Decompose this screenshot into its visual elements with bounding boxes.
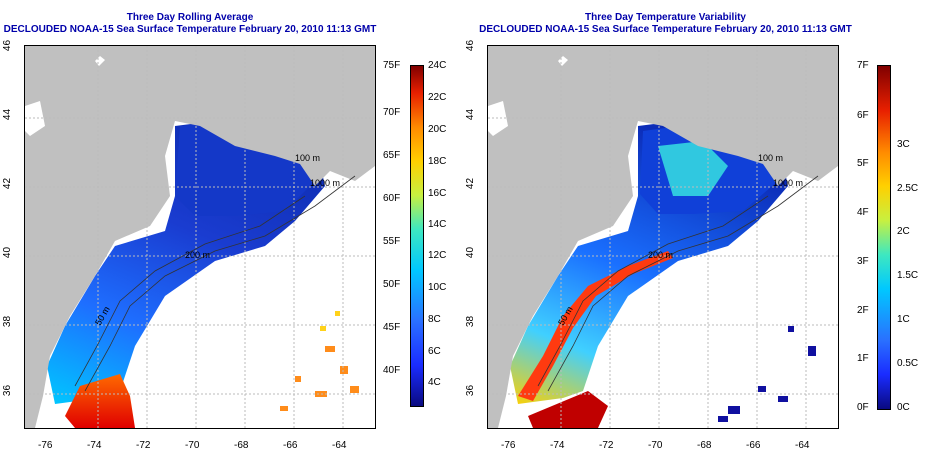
lon-tick: -66 [746, 440, 761, 451]
cb-c-label: 2.5C [897, 183, 919, 194]
contour-label-1000m: 1000 m [773, 178, 803, 188]
cb-f-label: 0F [857, 402, 869, 413]
lon-tick: -68 [697, 440, 712, 451]
right-colorbar [877, 65, 891, 410]
lat-tick: 44 [465, 108, 477, 121]
gulf-stream-warm [65, 374, 135, 428]
lon-tick: -74 [87, 440, 102, 451]
lon-tick: -64 [795, 440, 810, 451]
cb-f-label: 55F [383, 236, 401, 247]
lon-tick: -72 [599, 440, 614, 451]
lat-tick: 44 [2, 108, 14, 121]
right-map-title-line2: DECLOUDED NOAA-15 Sea Surface Temperatur… [479, 24, 852, 35]
right-variability-map: 100 m 1000 m 200 m 50 m [487, 45, 839, 429]
cb-f-label: 65F [383, 150, 401, 161]
cb-c-label: 8C [428, 314, 441, 325]
left-sst-map: 100 m 1000 m 200 m 50 m [24, 45, 376, 429]
cb-c-label: 1.5C [897, 270, 919, 281]
cb-c-label: 14C [428, 219, 447, 230]
lon-tick: -66 [283, 440, 298, 451]
lon-tick: -70 [185, 440, 200, 451]
lat-tick: 46 [2, 39, 14, 52]
lon-tick: -76 [501, 440, 516, 451]
lat-tick: 46 [465, 39, 477, 52]
cb-c-label: 6C [428, 346, 441, 357]
cb-c-label: 22C [428, 92, 447, 103]
contour-label-200m: 200 m [648, 250, 673, 260]
cb-c-label: 0C [897, 402, 910, 413]
lat-tick: 38 [2, 315, 14, 328]
contour-label-1000m: 1000 m [310, 178, 340, 188]
left-map-title-line2: DECLOUDED NOAA-15 Sea Surface Temperatur… [3, 24, 377, 35]
cb-c-label: 2C [897, 226, 910, 237]
cb-c-label: 0.5C [897, 358, 919, 369]
cb-c-label: 10C [428, 282, 447, 293]
cb-f-label: 4F [857, 207, 869, 218]
lon-tick: -64 [332, 440, 347, 451]
cb-c-label: 12C [428, 250, 447, 261]
cb-f-label: 7F [857, 60, 869, 71]
contour-label-100m: 100 m [295, 153, 320, 163]
cb-f-label: 60F [383, 193, 401, 204]
cb-c-label: 3C [897, 139, 910, 150]
lat-tick: 42 [465, 177, 477, 190]
cb-f-label: 2F [857, 305, 869, 316]
cb-c-label: 4C [428, 377, 441, 388]
lat-tick: 36 [2, 384, 14, 397]
right-map-title-line1: Three Day Temperature Variability [585, 12, 746, 23]
lon-tick: -74 [550, 440, 565, 451]
lon-tick: -72 [136, 440, 151, 451]
left-colorbar [410, 65, 424, 407]
lon-tick: -68 [234, 440, 249, 451]
cb-f-label: 5F [857, 158, 869, 169]
contour-label-100m: 100 m [758, 153, 783, 163]
cb-f-label: 3F [857, 256, 869, 267]
land-mass [25, 46, 375, 428]
lat-tick: 40 [465, 246, 477, 259]
cb-c-label: 16C [428, 188, 447, 199]
left-map-title-line1: Three Day Rolling Average [126, 12, 254, 23]
cb-f-label: 40F [383, 365, 401, 376]
cb-c-label: 20C [428, 124, 447, 135]
cb-c-label: 24C [428, 60, 447, 71]
lat-tick: 36 [465, 384, 477, 397]
cb-c-label: 18C [428, 156, 447, 167]
cb-c-label: 1C [897, 314, 910, 325]
land-mass [488, 46, 838, 428]
lat-tick: 38 [465, 315, 477, 328]
contour-label-200m: 200 m [185, 250, 210, 260]
cb-f-label: 75F [383, 60, 401, 71]
cb-f-label: 45F [383, 322, 401, 333]
right-map-title: Three Day Temperature Variability DECLOU… [468, 12, 863, 36]
lat-tick: 42 [2, 177, 14, 190]
cb-f-label: 50F [383, 279, 401, 290]
lon-tick: -76 [38, 440, 53, 451]
lon-tick: -70 [648, 440, 663, 451]
cb-f-label: 1F [857, 353, 869, 364]
lat-tick: 40 [2, 246, 14, 259]
cb-f-label: 6F [857, 110, 869, 121]
left-map-title: Three Day Rolling Average DECLOUDED NOAA… [0, 12, 380, 36]
cb-f-label: 70F [383, 107, 401, 118]
